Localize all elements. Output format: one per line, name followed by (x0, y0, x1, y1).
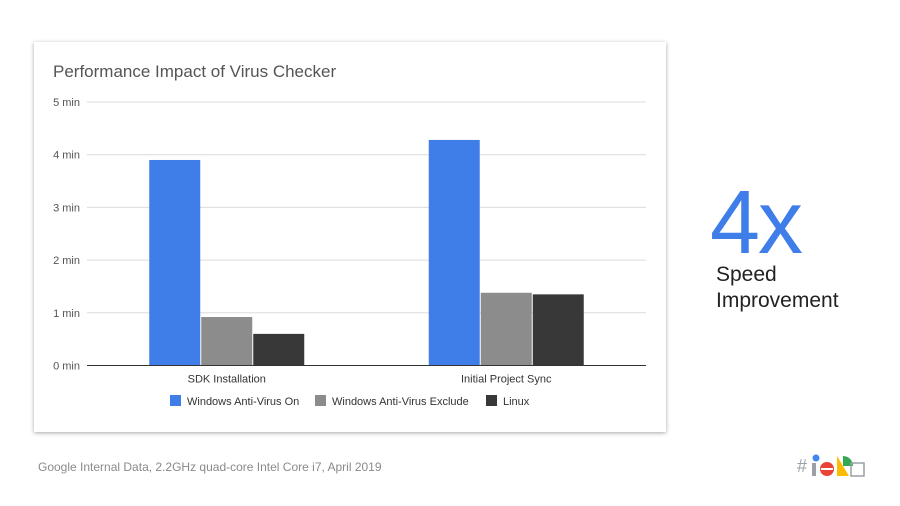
legend-swatch (486, 395, 497, 406)
x-axis-categories: SDK Installation Initial Project Sync (188, 374, 552, 386)
x-category-label: Initial Project Sync (461, 374, 552, 386)
y-tick-label: 1 min (53, 308, 80, 320)
legend-label: Windows Anti-Virus On (187, 396, 299, 408)
bar-windows-anti-virus-on-1 (149, 159, 201, 366)
legend-label: Windows Anti-Virus Exclude (332, 396, 469, 408)
y-tick-label: 4 min (53, 150, 80, 162)
chart-card: Performance Impact of Virus Checker 0 mi… (34, 42, 666, 432)
legend-swatch (315, 395, 326, 406)
logo-circle-stripe (821, 468, 833, 470)
chart-bars (149, 139, 584, 366)
y-tick-label: 0 min (53, 361, 80, 373)
callout-line-1: Speed (716, 263, 777, 286)
logo-hash: # (797, 456, 807, 476)
logo-dot-blue (812, 454, 820, 462)
data-source-footnote: Google Internal Data, 2.2GHz quad-core I… (38, 460, 382, 474)
legend-swatch (170, 395, 181, 406)
speed-callout-value: 4x (710, 173, 803, 273)
x-category-label: SDK Installation (188, 374, 266, 386)
speed-callout-label: Speed Improvement (716, 262, 839, 314)
bar-linux-2 (532, 294, 584, 366)
chart-title: Performance Impact of Virus Checker (53, 62, 336, 81)
logo-square-outline (850, 462, 865, 477)
bar-windows-anti-virus-on-2 (428, 139, 480, 366)
google-io-logo-icon: # (797, 454, 865, 477)
legend-label: Linux (503, 396, 530, 408)
bar-chart: Performance Impact of Virus Checker 0 mi… (53, 62, 646, 408)
bar-windows-anti-virus-exclude-2 (480, 292, 532, 366)
y-axis-ticks: 0 min 1 min 2 min 3 min 4 min 5 min (53, 97, 80, 373)
callout-line-2: Improvement (716, 289, 839, 312)
y-tick-label: 3 min (53, 202, 80, 214)
bar-linux-1 (253, 333, 305, 366)
chart-legend: Windows Anti-Virus On Windows Anti-Virus … (170, 395, 530, 408)
bar-windows-anti-virus-exclude-1 (201, 317, 253, 366)
y-tick-label: 2 min (53, 255, 80, 267)
logo-bar-gray (812, 463, 816, 476)
y-tick-label: 5 min (53, 97, 80, 109)
